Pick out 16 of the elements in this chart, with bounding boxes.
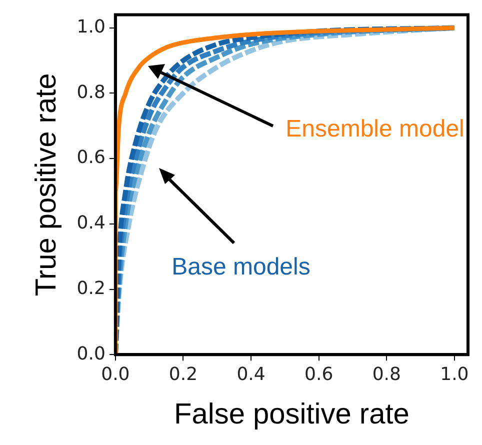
annotation: Ensemble model [286,116,464,143]
y-tick-label: 1.0 [76,16,106,38]
x-tick-label: 0.4 [236,364,266,386]
x-tick-label: 0.0 [101,364,130,386]
y-tick-label: 0.4 [76,212,106,234]
y-tick-label: 0.6 [76,147,106,168]
y-tick-label: 0.2 [76,278,106,299]
x-tick-label: 0.2 [168,364,198,386]
x-tick-label: 0.6 [304,364,334,386]
x-tick-label: 1.0 [440,364,469,386]
x-axis-title: False positive rate [174,398,410,431]
x-tick-label: 0.8 [372,364,401,386]
annotation: Base models [172,254,310,281]
y-tick-label: 0.0 [76,343,106,364]
y-axis-title: True positive rate [30,73,62,296]
y-tick-label: 0.8 [76,82,106,103]
